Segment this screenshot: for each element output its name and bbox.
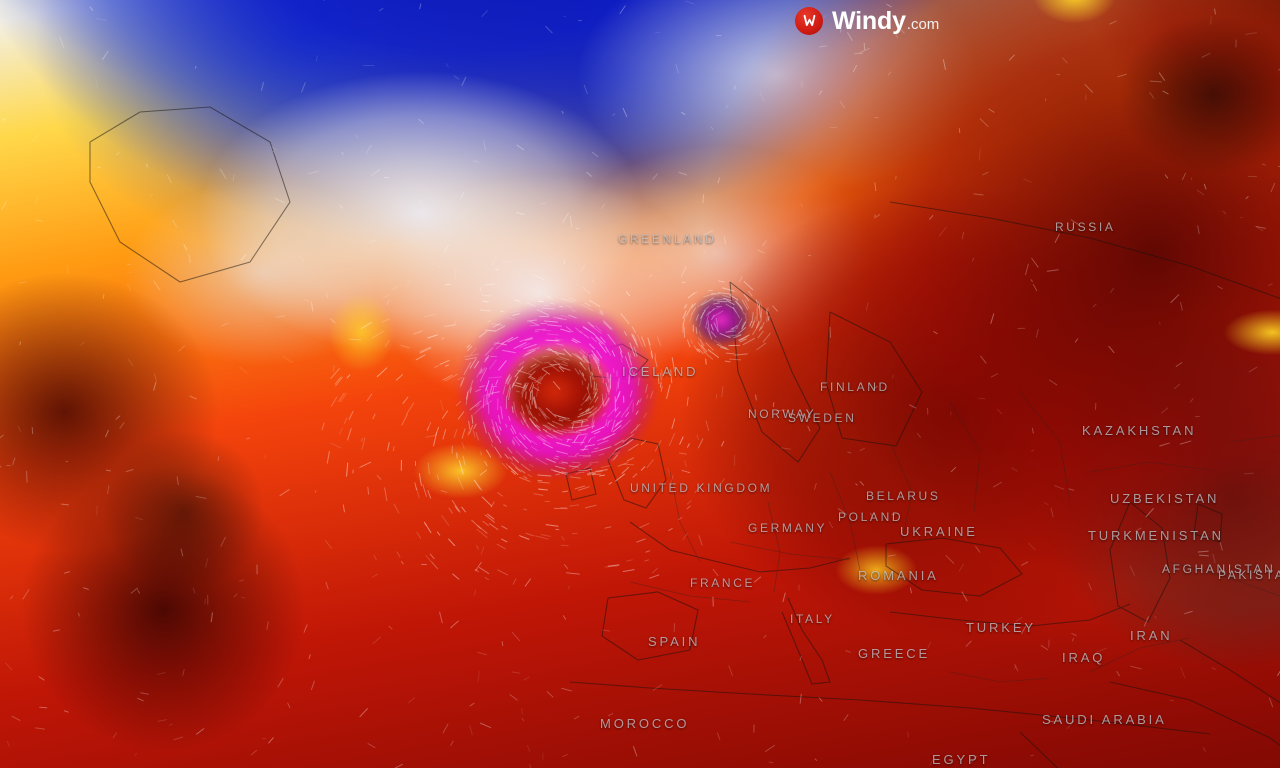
windy-logo-text: Windy .com: [832, 6, 940, 35]
secondary-cyclone-vortex: [690, 292, 752, 348]
windy-logo[interactable]: Windy .com: [795, 4, 939, 38]
windy-logo-icon: [795, 7, 823, 35]
brand-name: Windy: [832, 6, 906, 35]
brand-suffix: .com: [906, 15, 940, 33]
